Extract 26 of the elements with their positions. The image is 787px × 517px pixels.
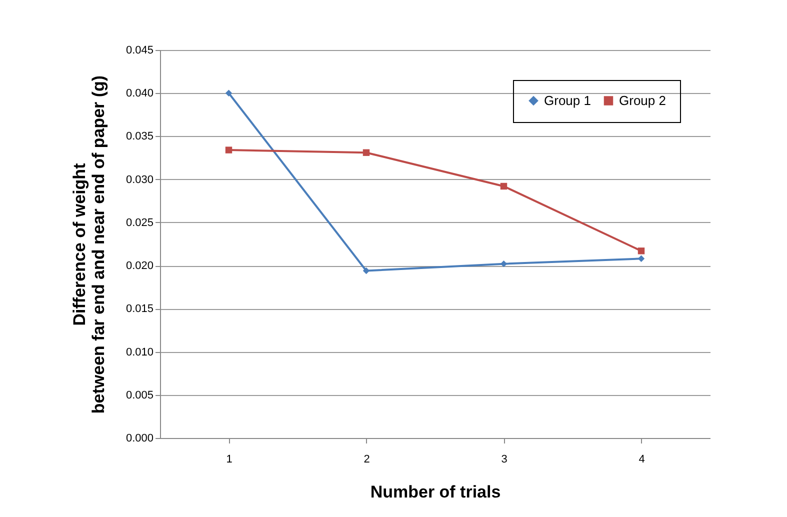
point: [638, 255, 645, 262]
y-axis-title: Difference of weight between far end and near end of paper (g): [70, 75, 108, 414]
point: [362, 149, 370, 156]
y-tick-label: 0.000: [126, 432, 154, 444]
point: [500, 260, 508, 268]
y-tick-label: 0.020: [126, 260, 154, 272]
point: [638, 248, 645, 254]
y-tick-label: 0.040: [126, 88, 154, 100]
y-tick-label: 0.025: [126, 216, 154, 229]
x-tick-label: 4: [638, 454, 645, 466]
y-tick-label: 0.045: [126, 44, 154, 56]
legend-label: Group 1: [544, 92, 591, 108]
y-tick-label: 0.035: [126, 130, 154, 143]
point: [225, 90, 232, 96]
x-tick-label: 3: [501, 454, 508, 466]
point: [225, 146, 232, 154]
legend-label: Group 2: [619, 92, 666, 108]
x-axis-title: Number of trials: [370, 482, 501, 502]
y-tick-label: 0.010: [126, 346, 154, 358]
point: [362, 267, 370, 274]
x-tick-label: 1: [226, 454, 232, 466]
point: [500, 182, 508, 190]
y-tick-label: 0.030: [126, 174, 154, 186]
y-tick-label: 0.015: [126, 303, 154, 316]
x-tick-label: 2: [364, 454, 370, 466]
y-tick-label: 0.005: [126, 389, 154, 402]
